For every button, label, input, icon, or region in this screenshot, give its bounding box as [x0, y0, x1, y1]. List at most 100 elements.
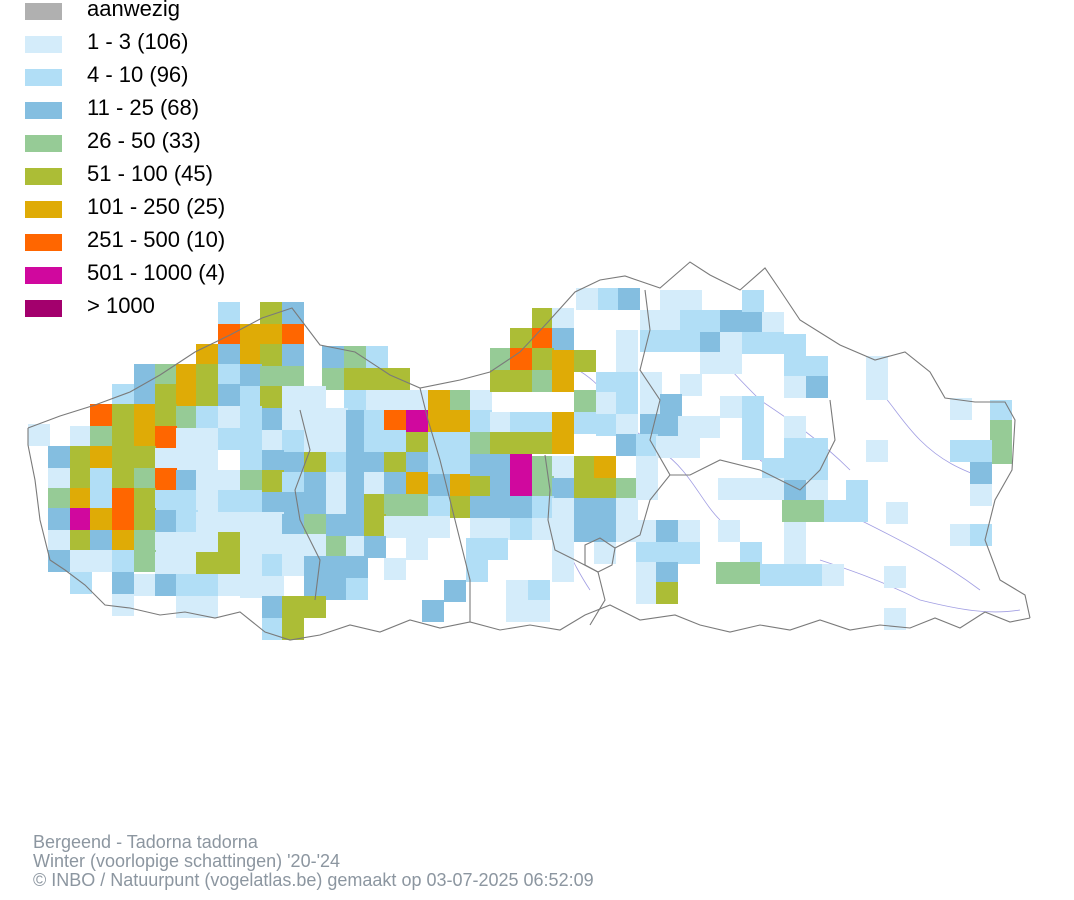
grid-cell — [134, 404, 156, 426]
grid-cell — [240, 534, 262, 556]
grid-cell — [176, 552, 198, 574]
grid-cell — [470, 476, 492, 498]
grid-cell — [326, 452, 348, 474]
grid-cell — [90, 530, 112, 552]
grid-cell — [282, 514, 304, 536]
grid-cell — [510, 496, 532, 518]
map-footer: Bergeend - Tadorna tadorna Winter (voorl… — [33, 833, 594, 890]
grid-cell — [784, 438, 806, 460]
grid-cell — [218, 532, 240, 554]
grid-cell — [112, 594, 134, 616]
grid-cell — [260, 324, 282, 346]
legend-swatch — [25, 201, 62, 218]
grid-cell — [680, 310, 702, 332]
grid-cell — [428, 390, 450, 412]
grid-cell — [784, 544, 806, 566]
grid-cells — [28, 288, 1012, 640]
legend-label: > 1000 — [87, 293, 155, 318]
grid-cell — [678, 416, 700, 438]
grid-cell — [806, 480, 828, 502]
grid-cell — [260, 302, 282, 324]
grid-cell — [678, 436, 700, 458]
grid-cell — [240, 490, 262, 512]
grid-cell — [240, 576, 262, 598]
grid-cell — [90, 508, 112, 530]
grid-cell — [450, 432, 472, 454]
grid-cell — [304, 472, 326, 494]
grid-cell — [134, 468, 156, 490]
grid-cell — [134, 384, 156, 406]
grid-cell — [450, 410, 472, 432]
grid-cell — [716, 562, 738, 584]
grid-cell — [262, 450, 284, 472]
grid-cell — [784, 522, 806, 544]
province-borders — [27, 261, 1031, 641]
grid-cell — [656, 520, 678, 542]
grid-cell — [218, 574, 240, 596]
grid-cell — [806, 460, 828, 482]
grid-cell — [532, 370, 554, 392]
grid-cell — [70, 426, 92, 448]
grid-cell — [574, 498, 596, 520]
grid-cell — [406, 432, 428, 454]
grid-cell — [346, 556, 368, 578]
grid-cell — [680, 290, 702, 312]
grid-cell — [784, 354, 806, 376]
grid-cell — [660, 394, 682, 416]
grid-cell — [636, 434, 658, 456]
grid-cell — [262, 596, 284, 618]
grid-cell — [510, 328, 532, 350]
grid-cell — [48, 508, 70, 530]
grid-cell — [784, 416, 806, 438]
grid-cell — [364, 472, 386, 494]
grid-cell — [48, 530, 70, 552]
grid-cell — [304, 452, 326, 474]
grid-cell — [384, 472, 406, 494]
grid-cell — [596, 414, 618, 436]
grid-cell — [490, 370, 512, 392]
grid-cell — [196, 574, 218, 596]
grid-cell — [48, 446, 70, 468]
grid-cell — [346, 494, 368, 516]
grid-cell — [155, 426, 177, 448]
legend-label: 501 - 1000 (4) — [87, 260, 226, 285]
grid-cell — [846, 480, 868, 502]
grid-cell — [720, 396, 742, 418]
grid-cell — [48, 488, 70, 510]
grid-cell — [532, 432, 554, 454]
grid-cell — [802, 564, 824, 586]
grid-cell — [738, 562, 760, 584]
legend-label: 51 - 100 (45) — [87, 161, 213, 186]
grid-cell — [218, 428, 240, 450]
legend-swatch — [25, 36, 62, 53]
grid-cell — [304, 534, 326, 556]
grid-cell — [134, 530, 156, 552]
grid-cell — [486, 538, 508, 560]
grid-cell — [176, 384, 198, 406]
grid-cell — [450, 496, 472, 518]
grid-cell — [304, 494, 326, 516]
grid-cell — [532, 328, 554, 350]
grid-cell — [386, 390, 408, 412]
grid-cell — [112, 426, 134, 448]
grid-cell — [594, 520, 616, 542]
grid-cell — [552, 370, 574, 392]
grid-cell — [282, 386, 304, 408]
grid-cell — [112, 446, 134, 468]
grid-cell — [574, 456, 596, 478]
grid-cell — [720, 310, 742, 332]
grid-cell — [196, 490, 218, 512]
grid-cell — [636, 520, 658, 542]
grid-cell — [218, 552, 240, 574]
grid-cell — [70, 572, 92, 594]
grid-cell — [806, 376, 828, 398]
grid-cell — [762, 312, 784, 334]
grid-cell — [70, 508, 92, 530]
grid-cell — [656, 562, 678, 584]
grid-cell — [134, 488, 156, 510]
grid-cell — [616, 520, 638, 542]
grid-cell — [240, 386, 262, 408]
grid-cell — [884, 608, 906, 630]
grid-cell — [594, 542, 616, 564]
grid-cell — [660, 414, 682, 436]
